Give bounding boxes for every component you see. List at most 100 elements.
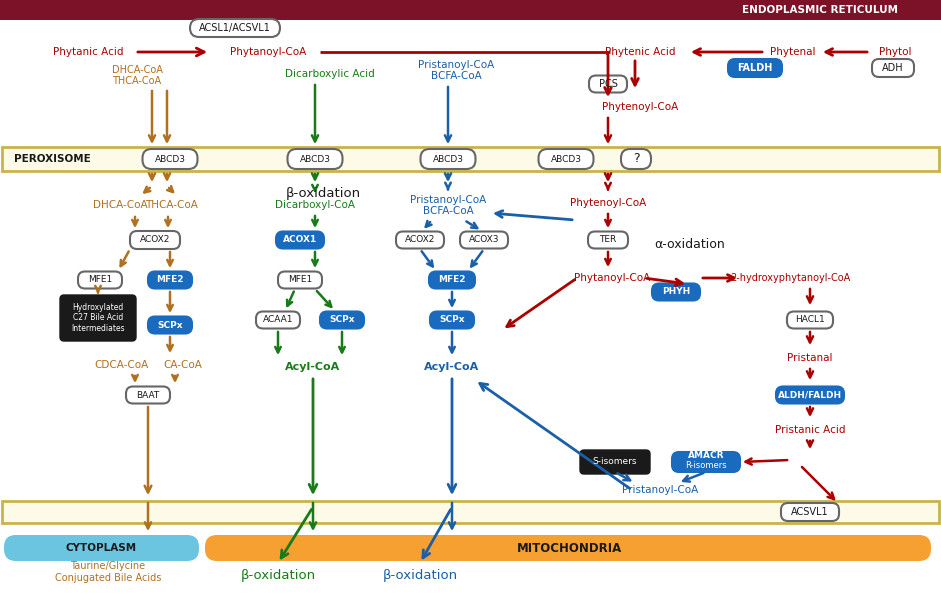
Bar — [2, 501, 939, 523]
FancyBboxPatch shape — [190, 19, 280, 37]
FancyBboxPatch shape — [142, 149, 198, 169]
Text: SCPx: SCPx — [329, 315, 355, 325]
FancyBboxPatch shape — [126, 386, 170, 403]
FancyBboxPatch shape — [872, 59, 914, 77]
Text: ACAA1: ACAA1 — [263, 315, 294, 325]
Text: THCA-CoA: THCA-CoA — [112, 76, 162, 86]
FancyBboxPatch shape — [728, 59, 782, 77]
Text: SCPx: SCPx — [439, 315, 465, 325]
FancyBboxPatch shape — [589, 76, 627, 92]
Text: Pristanic Acid: Pristanic Acid — [774, 425, 845, 435]
Text: R-isomers: R-isomers — [685, 461, 726, 471]
Text: MFE2: MFE2 — [156, 275, 183, 285]
Text: DHCA-CoA: DHCA-CoA — [112, 65, 163, 75]
Text: ACSVL1: ACSVL1 — [791, 507, 829, 517]
Text: PHYH: PHYH — [662, 288, 690, 296]
FancyBboxPatch shape — [278, 272, 322, 288]
Text: Acyl-CoA: Acyl-CoA — [424, 362, 480, 372]
Text: SCPx: SCPx — [157, 320, 183, 330]
Text: MFE1: MFE1 — [88, 275, 112, 285]
FancyBboxPatch shape — [672, 452, 740, 472]
FancyBboxPatch shape — [460, 232, 508, 248]
Text: PCS: PCS — [598, 79, 617, 89]
Text: ENDOPLASMIC RETICULUM: ENDOPLASMIC RETICULUM — [742, 5, 898, 15]
Text: ACOX2: ACOX2 — [140, 235, 170, 245]
FancyBboxPatch shape — [538, 149, 594, 169]
Text: Phytenic Acid: Phytenic Acid — [605, 47, 676, 57]
Text: ABCD3: ABCD3 — [299, 155, 330, 163]
Text: Phytenoyl-CoA: Phytenoyl-CoA — [602, 102, 678, 112]
FancyBboxPatch shape — [421, 149, 475, 169]
Text: ACOX1: ACOX1 — [283, 235, 317, 245]
Text: MITOCHONDRIA: MITOCHONDRIA — [518, 541, 623, 554]
FancyBboxPatch shape — [652, 283, 700, 301]
Bar — [2, 147, 939, 171]
FancyBboxPatch shape — [148, 317, 192, 333]
Text: ABCD3: ABCD3 — [550, 155, 582, 163]
Text: Phytanoyl-CoA: Phytanoyl-CoA — [230, 47, 306, 57]
Text: ACSL1/ACSVL1: ACSL1/ACSVL1 — [199, 23, 271, 33]
Text: Phytanoyl-CoA: Phytanoyl-CoA — [574, 273, 650, 283]
FancyBboxPatch shape — [4, 535, 199, 561]
Text: Pristanoyl-CoA: Pristanoyl-CoA — [410, 195, 486, 205]
Text: Hydroxylated
C27 Bile Acid
Intermediates: Hydroxylated C27 Bile Acid Intermediates — [72, 303, 125, 333]
FancyBboxPatch shape — [621, 149, 651, 169]
Text: MFE2: MFE2 — [439, 275, 466, 285]
Text: Phytanic Acid: Phytanic Acid — [53, 47, 123, 57]
Text: ABCD3: ABCD3 — [154, 155, 185, 163]
Text: MFE1: MFE1 — [288, 275, 312, 285]
Text: HACL1: HACL1 — [795, 315, 825, 325]
Text: Pristanoyl-CoA: Pristanoyl-CoA — [622, 485, 698, 495]
FancyBboxPatch shape — [276, 232, 324, 248]
FancyBboxPatch shape — [588, 232, 628, 248]
FancyBboxPatch shape — [148, 272, 192, 288]
Text: Acyl-CoA: Acyl-CoA — [285, 362, 341, 372]
Text: ALDH/FALDH: ALDH/FALDH — [778, 391, 842, 400]
Text: Dicarboxyl-CoA: Dicarboxyl-CoA — [275, 200, 355, 210]
FancyBboxPatch shape — [256, 312, 300, 328]
FancyBboxPatch shape — [430, 312, 474, 328]
Text: ACOX2: ACOX2 — [405, 235, 435, 245]
FancyBboxPatch shape — [205, 535, 931, 561]
Text: CA-CoA: CA-CoA — [164, 360, 202, 370]
Text: S-isomers: S-isomers — [593, 458, 637, 466]
Text: β-oxidation: β-oxidation — [382, 570, 457, 583]
Text: ADH: ADH — [882, 63, 903, 73]
FancyBboxPatch shape — [781, 503, 839, 521]
Text: TER: TER — [599, 235, 616, 245]
Text: α-oxidation: α-oxidation — [655, 238, 726, 251]
Text: ABCD3: ABCD3 — [433, 155, 464, 163]
Bar — [0, 0, 941, 20]
Text: DHCA-CoA: DHCA-CoA — [92, 200, 148, 210]
FancyBboxPatch shape — [580, 450, 650, 474]
FancyBboxPatch shape — [78, 272, 122, 288]
Text: Phytol: Phytol — [879, 47, 911, 57]
Text: FALDH: FALDH — [738, 63, 773, 73]
Text: ACOX3: ACOX3 — [469, 235, 500, 245]
Text: Dicarboxylic Acid: Dicarboxylic Acid — [285, 69, 375, 79]
Text: β-oxidation: β-oxidation — [241, 570, 315, 583]
FancyBboxPatch shape — [288, 149, 343, 169]
Text: BAAT: BAAT — [136, 391, 160, 400]
Text: Pristanoyl-CoA: Pristanoyl-CoA — [418, 60, 494, 70]
Text: Phytenoyl-CoA: Phytenoyl-CoA — [570, 198, 646, 208]
Text: THCA-CoA: THCA-CoA — [146, 200, 199, 210]
Text: AMACR: AMACR — [688, 452, 725, 461]
Text: Pristanal: Pristanal — [788, 353, 833, 363]
FancyBboxPatch shape — [787, 312, 833, 328]
Text: BCFA-CoA: BCFA-CoA — [431, 71, 482, 81]
Text: PEROXISOME: PEROXISOME — [13, 154, 90, 164]
FancyBboxPatch shape — [60, 295, 136, 341]
FancyBboxPatch shape — [130, 231, 180, 249]
Text: ?: ? — [632, 153, 639, 166]
Text: Taurine/Glycine
Conjugated Bile Acids: Taurine/Glycine Conjugated Bile Acids — [55, 561, 161, 583]
FancyBboxPatch shape — [320, 312, 364, 328]
FancyBboxPatch shape — [396, 232, 444, 248]
Text: BCFA-CoA: BCFA-CoA — [423, 206, 473, 216]
FancyBboxPatch shape — [429, 272, 475, 288]
Text: 2-hydroxyphytanoyl-CoA: 2-hydroxyphytanoyl-CoA — [730, 273, 850, 283]
Text: β-oxidation: β-oxidation — [285, 187, 360, 200]
Text: CYTOPLASM: CYTOPLASM — [66, 543, 136, 553]
Text: Phytenal: Phytenal — [771, 47, 816, 57]
FancyBboxPatch shape — [776, 386, 844, 403]
